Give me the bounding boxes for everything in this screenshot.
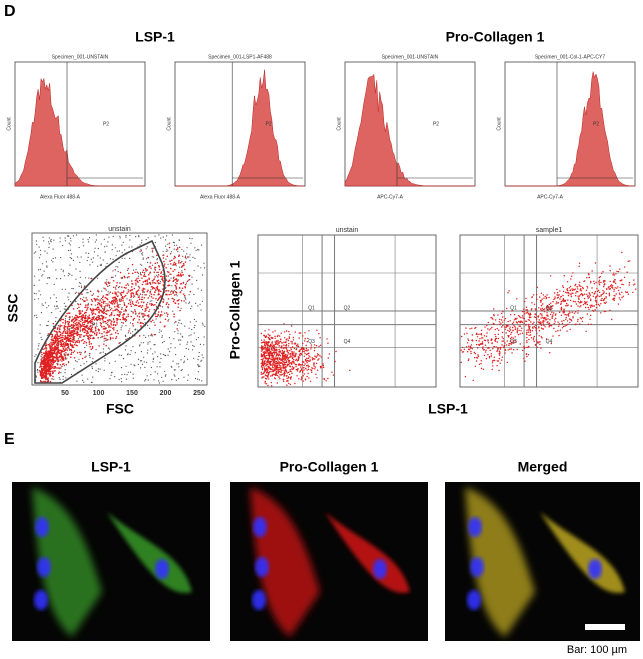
nucleus xyxy=(252,590,266,610)
histogram-frame xyxy=(504,61,636,187)
axis-label: Pro-Collagen 1 xyxy=(227,260,243,359)
nucleus xyxy=(588,559,602,579)
cell xyxy=(540,512,625,593)
cells xyxy=(250,487,410,637)
cell xyxy=(107,512,192,593)
axis-label: FSC xyxy=(106,401,134,417)
axis-label: Count xyxy=(6,117,12,131)
scatter-dots xyxy=(39,242,192,384)
axis-label: LSP-1 xyxy=(428,401,468,417)
cell xyxy=(32,487,102,637)
nucleus xyxy=(468,517,482,537)
histogram-title: Specimen_001-UNSTAIN xyxy=(52,54,109,60)
quadrant-label: Q3 xyxy=(308,339,315,345)
scatter-dots xyxy=(260,323,351,387)
nucleus xyxy=(155,559,169,579)
scale-bar xyxy=(585,624,625,630)
gate-label: P2 xyxy=(103,121,109,127)
plot-title: unstain xyxy=(108,226,131,233)
scale-bar-label: Bar: 100 µm xyxy=(567,644,627,656)
x-tick-label: 200 xyxy=(160,390,172,397)
cell xyxy=(465,487,535,637)
nucleus xyxy=(37,557,51,577)
axis-label: Count xyxy=(496,117,502,131)
axis-label: Alexa Fluor 488-A xyxy=(40,194,81,200)
gate-label: P2 xyxy=(266,121,272,127)
image-caption: Pro-Collagen 1 xyxy=(280,459,379,475)
axis-label: Alexa Fluor 488-A xyxy=(200,194,241,200)
scatter-dots xyxy=(460,251,637,382)
histogram-title: Specimen_001-Col-1-APC-CY7 xyxy=(535,54,606,60)
x-tick-label: 50 xyxy=(61,390,69,397)
gate-label: P1 xyxy=(92,322,98,328)
gate-label: P2 xyxy=(593,121,599,127)
nucleus xyxy=(467,590,481,610)
x-tick-label: 250 xyxy=(193,390,205,397)
column-header: Pro-Collagen 1 xyxy=(446,29,545,45)
plot-title: sample1 xyxy=(536,227,563,234)
image-caption: Merged xyxy=(518,459,568,475)
nucleus xyxy=(255,557,269,577)
panel-label: D xyxy=(4,3,16,20)
image-caption: LSP-1 xyxy=(91,459,131,475)
nucleus xyxy=(35,517,49,537)
cell xyxy=(325,512,410,593)
gate-label: P2 xyxy=(433,121,439,127)
nucleus xyxy=(470,557,484,577)
quadrant-label: Q2 xyxy=(546,305,553,311)
histogram-title: Specimen_001-UNSTAIN xyxy=(382,54,439,60)
axis-label: APC-Cy7-A xyxy=(377,194,404,200)
column-header: LSP-1 xyxy=(135,29,175,45)
axis-label: Count xyxy=(336,117,342,131)
x-tick-label: 150 xyxy=(126,390,138,397)
quadrant-label: Q1 xyxy=(308,305,315,311)
plot-title: unstain xyxy=(336,227,359,234)
histogram-fill xyxy=(175,69,305,187)
panel-label: E xyxy=(4,431,15,448)
x-tick-label: 100 xyxy=(93,390,105,397)
nucleus xyxy=(253,517,267,537)
cells xyxy=(32,487,192,637)
quadrant-label: Q3 xyxy=(510,339,517,345)
quadrant-label: Q1 xyxy=(510,305,517,311)
quadrant-label: Q4 xyxy=(344,339,351,345)
histogram-title: Specimen_001-LSP1-AF488 xyxy=(208,54,272,60)
axis-label: APC-Cy7-A xyxy=(537,194,564,200)
histogram-frame xyxy=(174,61,306,187)
nucleus xyxy=(373,559,387,579)
cell xyxy=(250,487,320,637)
nucleus xyxy=(34,590,48,610)
cells xyxy=(465,487,625,637)
quadrant-label: Q2 xyxy=(344,305,351,311)
histogram-fill xyxy=(344,73,475,187)
axis-label: SSC xyxy=(5,294,21,323)
quadrant-label: Q4 xyxy=(546,339,553,345)
axis-label: Count xyxy=(166,117,172,131)
histogram-fill xyxy=(505,71,636,187)
histogram-fill xyxy=(14,77,145,187)
gate-outline xyxy=(34,239,166,384)
